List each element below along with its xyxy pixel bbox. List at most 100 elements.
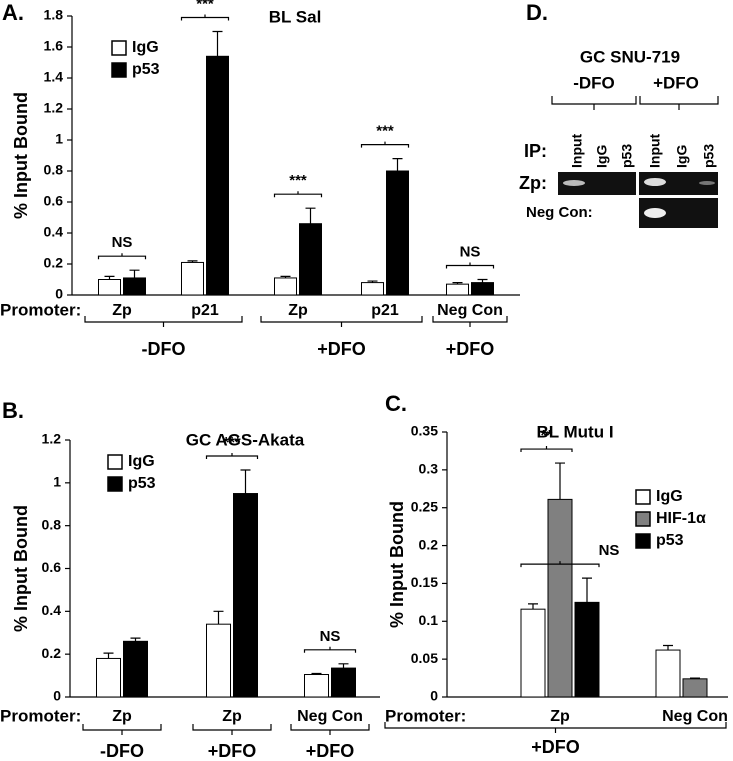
legend-label: p53 <box>128 475 156 492</box>
error-bar <box>555 462 565 500</box>
legend-swatch <box>111 62 127 78</box>
significance-bracket <box>303 646 357 653</box>
group-bracket <box>290 724 370 735</box>
x-tick-label: Zp <box>112 302 132 319</box>
condition-bracket <box>551 96 719 110</box>
lane-label: IgG <box>594 145 610 168</box>
group-label: +DFO <box>446 339 495 359</box>
y-axis-label: % Input Bound <box>11 92 31 219</box>
x-tick-label: p21 <box>371 302 399 319</box>
y-tick-label: 1.4 <box>44 69 64 85</box>
bar <box>181 261 204 296</box>
error-bar <box>280 275 291 278</box>
y-axis-label: % Input Bound <box>11 505 31 632</box>
gel-band <box>563 180 585 186</box>
y-tick-label: 0.25 <box>411 498 438 514</box>
error-bar <box>103 652 114 659</box>
legend-label: p53 <box>656 532 684 549</box>
y-tick-label: 0.15 <box>411 574 438 590</box>
condition-label: +DFO <box>653 73 699 92</box>
error-bar <box>311 672 322 675</box>
lane-label: p53 <box>701 144 717 168</box>
significance-bracket <box>520 446 573 453</box>
error-bar <box>240 469 251 494</box>
bar <box>304 674 329 698</box>
error-bar <box>104 275 115 280</box>
error-bar <box>663 644 673 651</box>
bar <box>299 223 322 296</box>
group-label: +DFO <box>208 741 257 761</box>
lane-label: IgG <box>674 145 690 168</box>
error-bar <box>477 278 488 283</box>
y-tick-label: 0 <box>53 688 61 704</box>
y-tick-label: 0.8 <box>44 162 64 178</box>
group-bracket <box>432 316 508 327</box>
panel-letter: D. <box>526 0 548 25</box>
legend-label: IgG <box>128 453 155 470</box>
error-bar <box>338 663 349 669</box>
gel-image <box>639 172 718 195</box>
legend-swatch <box>635 511 651 527</box>
legend-label: IgG <box>132 39 159 56</box>
chart-title: BL Sal <box>269 7 322 26</box>
significance-label: NS <box>460 243 481 260</box>
error-bar <box>452 282 463 285</box>
y-tick-label: 0.05 <box>411 650 438 666</box>
ip-label: IP: <box>524 141 547 161</box>
gel-title: GC SNU-719 <box>580 47 680 66</box>
row-label: Zp: <box>519 173 547 193</box>
y-tick-label: 0.6 <box>44 193 64 209</box>
bar <box>96 657 121 698</box>
row-label: Neg Con: <box>526 204 593 221</box>
y-tick-label: 0.1 <box>419 612 439 628</box>
group-bracket <box>384 722 727 733</box>
chart-title: GC AGS-Akata <box>186 430 305 449</box>
significance-label: NS <box>599 542 620 559</box>
bar <box>386 170 409 296</box>
error-bar <box>690 677 700 679</box>
x-tick-label: Zp <box>288 302 308 319</box>
y-tick-label: 0.4 <box>42 602 62 618</box>
error-bar <box>582 577 592 603</box>
y-tick-label: 0 <box>55 286 63 302</box>
bar <box>547 498 573 698</box>
bar <box>471 282 494 296</box>
gel-panel: D. GC SNU-719 -DFO +DFO IP: Input IgG p5… <box>519 0 719 228</box>
legend-swatch <box>635 533 651 549</box>
legend-swatch <box>107 454 123 470</box>
bar <box>655 649 681 698</box>
significance-label: *** <box>289 172 307 189</box>
y-tick-label: 0.3 <box>419 461 439 477</box>
y-tick-label: 0.2 <box>419 536 439 552</box>
error-bar <box>129 269 140 278</box>
y-tick-label: 0 <box>430 688 438 704</box>
condition-label: -DFO <box>573 73 615 92</box>
error-bar <box>367 280 378 283</box>
group-label: +DFO <box>317 339 366 359</box>
y-tick-label: 1 <box>55 131 63 147</box>
legend-swatch <box>107 476 123 492</box>
y-tick-label: 0.6 <box>42 559 62 575</box>
x-tick-label: Neg Con <box>297 708 363 725</box>
bar <box>682 678 708 698</box>
error-bar <box>392 158 403 171</box>
chart-title: BL Mutu I <box>536 422 613 441</box>
panel-letter: B. <box>2 398 24 423</box>
bar <box>574 601 600 698</box>
x-tick-label: Zp <box>222 708 242 725</box>
significance-bracket <box>180 14 230 21</box>
y-tick-label: 0.2 <box>42 645 62 661</box>
legend-swatch <box>111 40 127 56</box>
significance-label: *** <box>376 123 394 140</box>
x-tick-label: Zp <box>550 708 570 725</box>
x-tick-label: Zp <box>112 708 132 725</box>
significance-label: *** <box>196 0 214 12</box>
bar <box>274 277 297 296</box>
lane-label: p53 <box>619 144 635 168</box>
y-tick-label: 0.35 <box>411 423 438 439</box>
y-axis-label: % Input Bound <box>387 501 407 628</box>
significance-bracket <box>205 452 259 459</box>
group-bracket <box>82 724 162 735</box>
y-tick-label: 1 <box>53 474 61 490</box>
